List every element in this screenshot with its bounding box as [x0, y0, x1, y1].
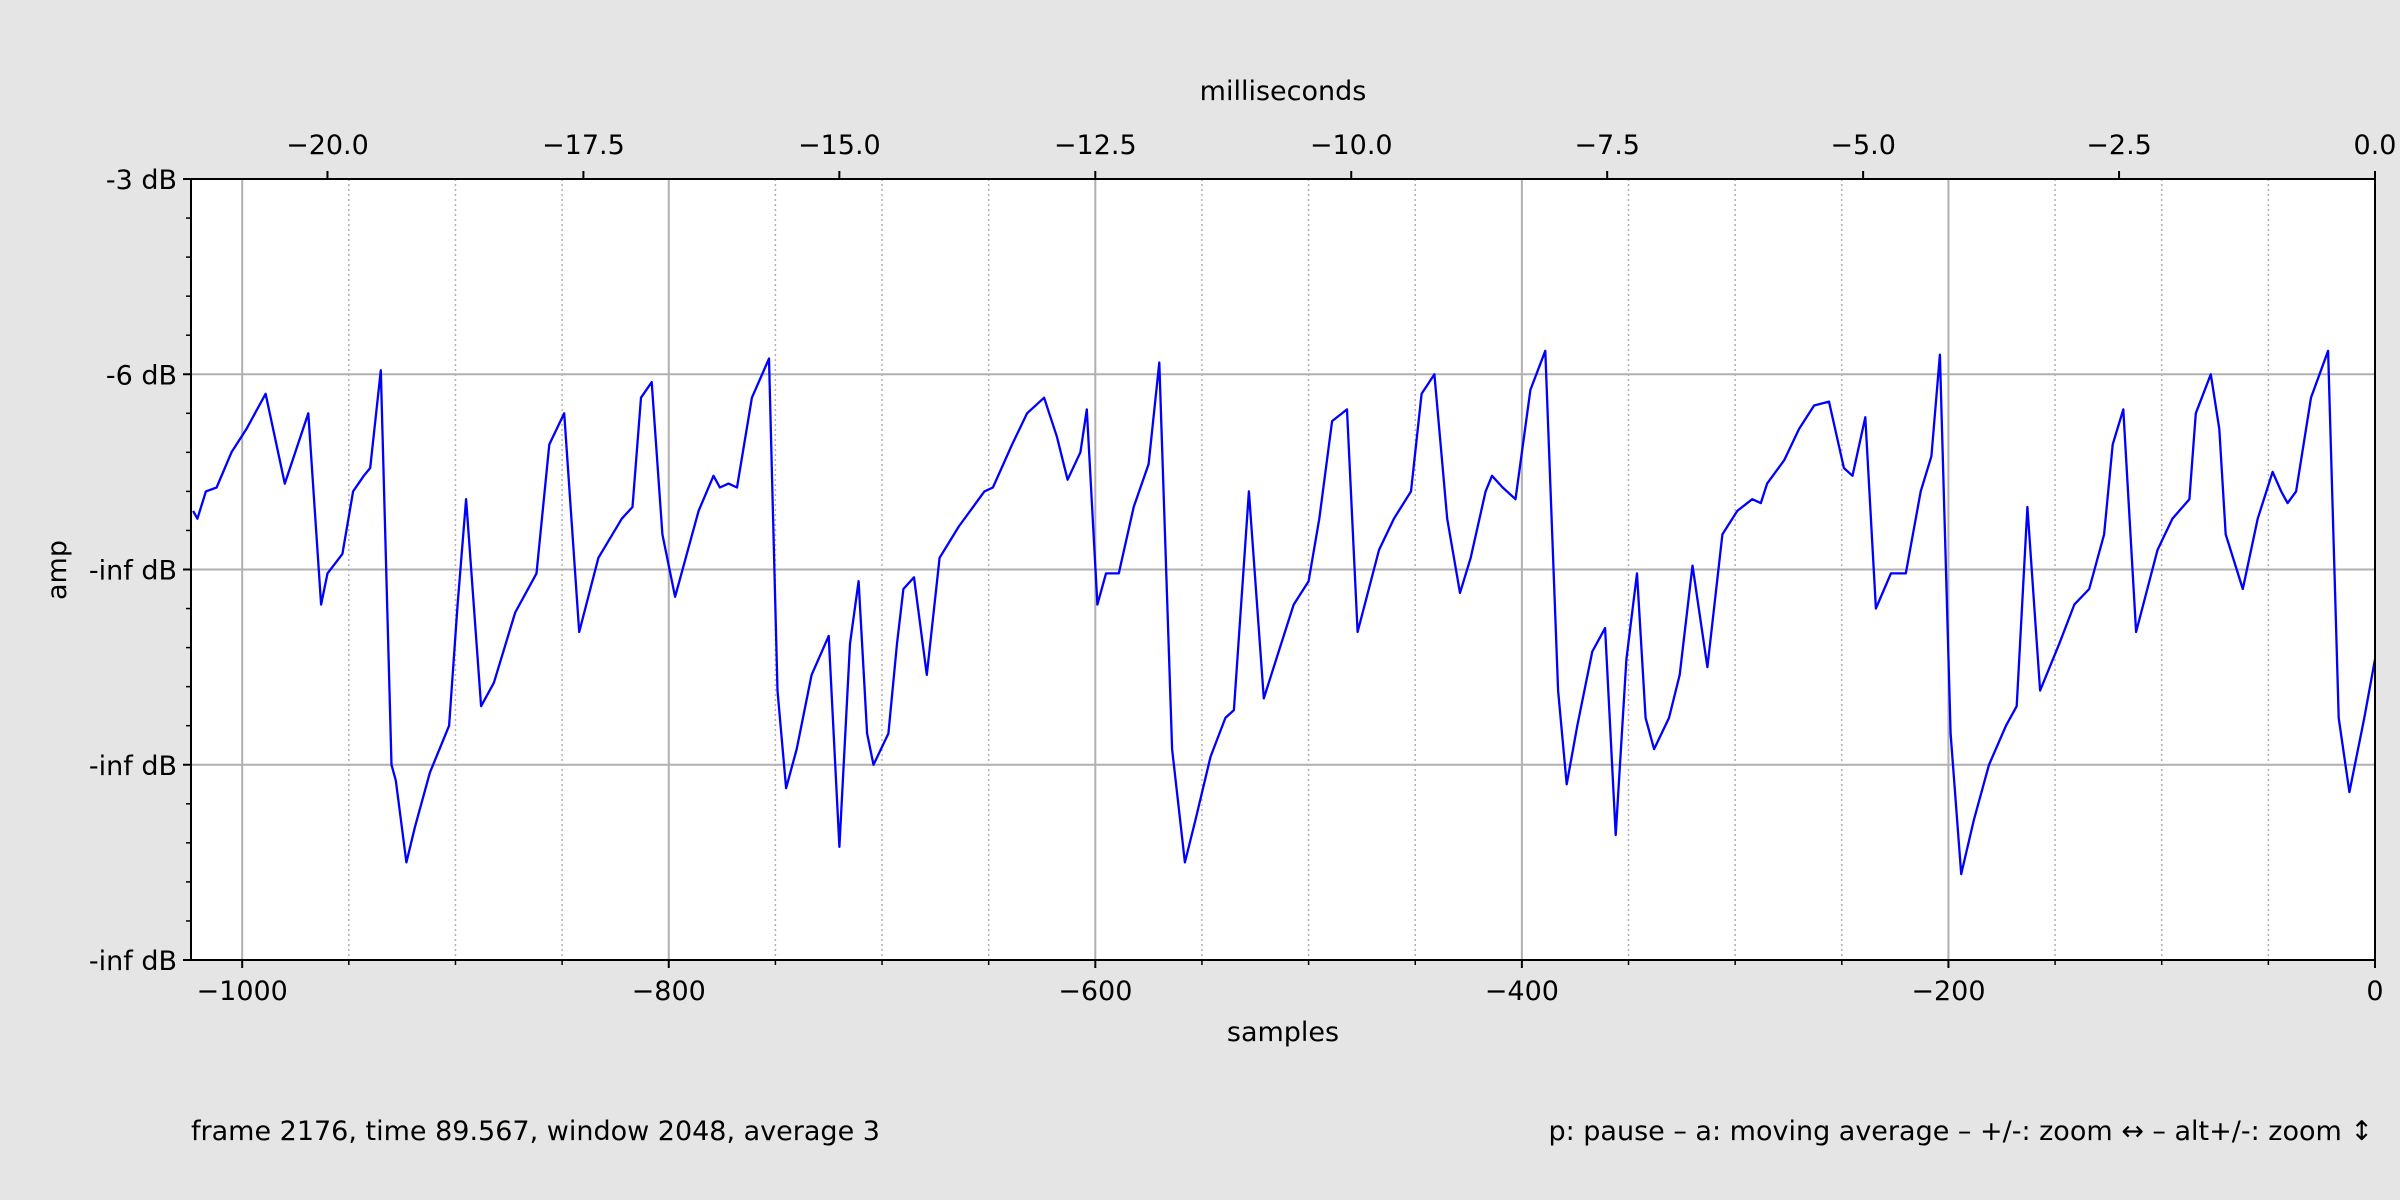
top-tick-label: −5.0 [1830, 130, 1896, 161]
top-tick-label: −17.5 [542, 130, 625, 161]
trace [192, 349, 2377, 876]
top-tick-label: −7.5 [1574, 130, 1640, 161]
axes: −1000 −800 −600 −400 −200 0 −20.0 −17.5 −15.0 −12… [89, 130, 2397, 1007]
top-tick-label: 0.0 [2354, 130, 2397, 161]
y-tick-label: -inf dB [89, 946, 177, 977]
top-tick-label: −12.5 [1054, 130, 1137, 161]
top-axis-title: milliseconds [1200, 76, 1367, 107]
x-tick-label: −600 [1058, 976, 1132, 1007]
signal-line [192, 349, 2377, 876]
x-tick-label: 0 [2366, 976, 2383, 1007]
key-help: p: pause – a: moving average – +/-: zoom… [1548, 1116, 2373, 1147]
y-tick-label: -6 dB [106, 360, 177, 391]
y-tick-label: -3 dB [106, 165, 177, 196]
status-text: frame 2176, time 89.567, window 2048, av… [191, 1116, 880, 1147]
x-tick-label: −1000 [197, 976, 288, 1007]
x-tick-label: −200 [1911, 976, 1985, 1007]
top-tick-label: −20.0 [286, 130, 369, 161]
y-axis-title: amp [42, 540, 73, 600]
x-tick-label: −400 [1485, 976, 1559, 1007]
top-tick-label: −10.0 [1310, 130, 1393, 161]
y-tick-label: -inf dB [89, 556, 177, 587]
y-tick-label: -inf dB [89, 751, 177, 782]
top-tick-label: −15.0 [798, 130, 881, 161]
x-axis-title: samples [1227, 1017, 1339, 1048]
top-tick-label: −2.5 [2086, 130, 2152, 161]
x-tick-label: −800 [632, 976, 706, 1007]
